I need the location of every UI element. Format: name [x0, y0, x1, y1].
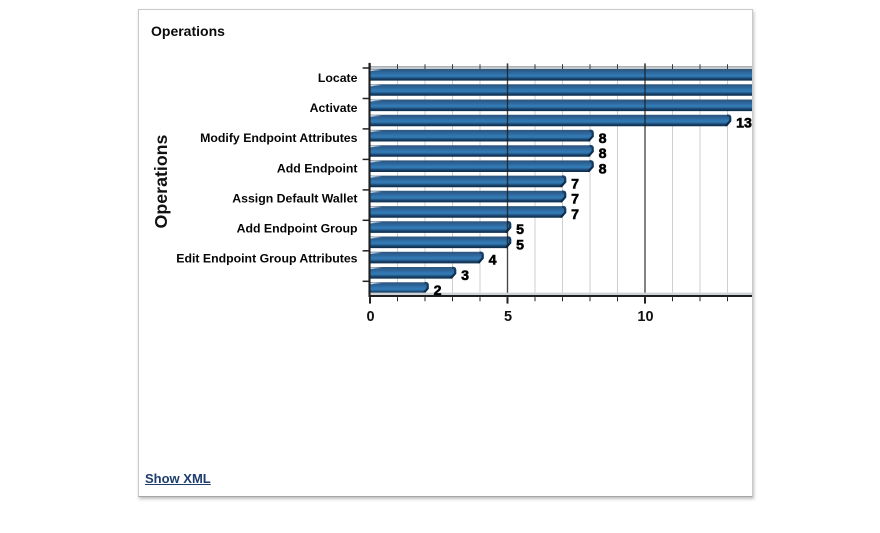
svg-text:13: 13	[736, 116, 752, 132]
svg-text:Edit Endpoint Group Attributes: Edit Endpoint Group Attributes	[176, 252, 357, 266]
svg-text:Assign Default Wallet: Assign Default Wallet	[232, 191, 357, 205]
svg-text:4: 4	[489, 253, 497, 269]
svg-text:8: 8	[599, 161, 607, 177]
svg-text:Operations: Operations	[151, 134, 171, 228]
svg-text:5: 5	[516, 222, 524, 238]
svg-text:Add Endpoint Group: Add Endpoint Group	[237, 221, 358, 235]
svg-text:Locate: Locate	[318, 71, 358, 85]
svg-text:Modify Endpoint Attributes: Modify Endpoint Attributes	[200, 131, 357, 145]
svg-text:10: 10	[637, 309, 653, 325]
svg-text:3: 3	[461, 268, 469, 284]
svg-text:5: 5	[504, 309, 512, 325]
svg-text:7: 7	[571, 207, 579, 223]
svg-text:8: 8	[599, 131, 607, 147]
svg-text:8: 8	[599, 146, 607, 162]
svg-text:5: 5	[516, 237, 524, 253]
svg-text:Activate: Activate	[310, 101, 358, 115]
svg-text:7: 7	[571, 192, 579, 208]
svg-text:7: 7	[571, 177, 579, 193]
svg-text:0: 0	[366, 309, 374, 325]
svg-text:Add Endpoint: Add Endpoint	[277, 161, 358, 175]
svg-text:2: 2	[434, 283, 442, 299]
